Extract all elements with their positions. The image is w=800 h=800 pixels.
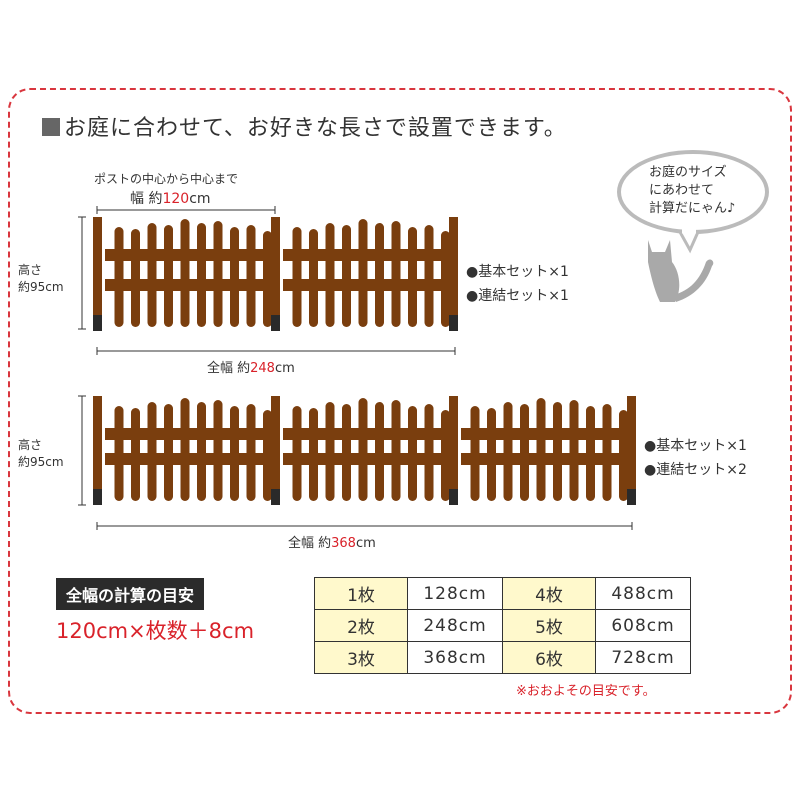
dashed-frame [8, 88, 792, 714]
post-base [449, 489, 458, 505]
fence-post [627, 396, 636, 491]
table-row: 3枚 368cm 6枚 728cm [314, 641, 691, 674]
fence-picket [375, 223, 384, 327]
table-row: 1枚 128cm 4枚 488cm [314, 577, 691, 610]
fence-picket [246, 404, 256, 501]
fence-picket [180, 398, 190, 501]
fence-picket [131, 408, 140, 501]
fence-post [93, 396, 102, 491]
fence-picket [470, 406, 480, 501]
fence-picket [147, 402, 157, 501]
fence-picket [358, 219, 368, 327]
fence-post [449, 396, 458, 491]
fence-picket [487, 408, 496, 501]
fence-picket [391, 221, 401, 327]
fence-post [271, 217, 280, 317]
fence-picket [164, 404, 173, 501]
count-cell: 5枚 [502, 609, 596, 642]
fence-picket [197, 402, 206, 501]
fence-picket [309, 229, 318, 327]
post-base [93, 315, 102, 331]
fence-picket [213, 400, 223, 501]
count-cell: 6枚 [502, 641, 596, 674]
width-cell: 248cm [407, 609, 503, 642]
fence-picket [358, 398, 368, 501]
table-row: 2枚 248cm 5枚 608cm [314, 609, 691, 642]
fence-post [449, 217, 458, 317]
fence-picket [292, 227, 302, 327]
fence-picket [503, 402, 513, 501]
fence-picket [230, 406, 239, 501]
total-width-label-1: 全幅 約248cm [207, 361, 295, 376]
fence-picket [375, 402, 384, 501]
post-base [449, 315, 458, 331]
approx-note: ※おおよその目安です。 [516, 684, 656, 699]
post-base [271, 489, 280, 505]
fence-picket [391, 400, 401, 501]
width-cell: 728cm [595, 641, 691, 674]
total-width-label-2: 全幅 約368cm [288, 536, 376, 551]
count-cell: 2枚 [314, 609, 408, 642]
title-text: お庭に合わせて、お好きな長さで設置できます。 [64, 116, 567, 141]
fence-picket [553, 402, 562, 501]
fence-picket [114, 406, 124, 501]
width-cell: 488cm [595, 577, 691, 610]
post-base [93, 489, 102, 505]
fence-picket [441, 410, 450, 501]
square-bullet-icon [42, 118, 60, 136]
fence-picket [114, 227, 124, 327]
fence-picket [441, 231, 450, 327]
page-title: お庭に合わせて、お好きな長さで設置できます。 [42, 110, 567, 142]
width-table: 1枚 128cm 4枚 488cm 2枚 248cm 5枚 608cm 3枚 368cm 6枚 728… [314, 577, 691, 674]
height-label-2: 高さ 約95cm [18, 438, 64, 469]
fence-picket [424, 225, 434, 327]
fence-picket [536, 398, 546, 501]
post-base [627, 489, 636, 505]
fence-picket [408, 227, 417, 327]
fence-picket [325, 402, 335, 501]
fence-picket [520, 404, 529, 501]
fence-picket [197, 223, 206, 327]
fence-post [271, 396, 280, 491]
fence-picket [408, 406, 417, 501]
calc-label: 全幅の計算の目安 [56, 578, 205, 610]
fence-picket [180, 219, 190, 327]
fence-post [93, 217, 102, 317]
fence-picket [586, 406, 595, 501]
fence-picket [424, 404, 434, 501]
count-cell: 1枚 [314, 577, 408, 610]
count-cell: 4枚 [502, 577, 596, 610]
fence-picket [164, 225, 173, 327]
width-cell: 608cm [595, 609, 691, 642]
fence-picket [325, 223, 335, 327]
height-label-1: 高さ 約95cm [18, 263, 64, 294]
fence-picket [230, 227, 239, 327]
panel-width-label: 幅 約120cm [130, 191, 211, 207]
calc-formula: 120cm×枚数＋8cm [56, 619, 255, 643]
fence-picket [263, 410, 272, 501]
width-cell: 128cm [407, 577, 503, 610]
fence-picket [292, 406, 302, 501]
count-cell: 3枚 [314, 641, 408, 674]
fence-picket [213, 221, 223, 327]
post-base [271, 315, 280, 331]
width-cell: 368cm [407, 641, 503, 674]
fence-picket [246, 225, 256, 327]
speech-bubble: お庭のサイズ にあわせて 計算だにゃん♪ [617, 150, 769, 234]
set-list-1: ●基本セット×1 ●連結セット×1 [466, 264, 569, 304]
fence-picket [263, 231, 272, 327]
fence-picket [619, 410, 628, 501]
fence-picket [309, 408, 318, 501]
fence-picket [569, 400, 579, 501]
fence-picket [342, 404, 351, 501]
fence-picket [342, 225, 351, 327]
fence-picket [147, 223, 157, 327]
fence-picket [602, 404, 612, 501]
fence-picket [131, 229, 140, 327]
set-list-2: ●基本セット×1 ●連結セット×2 [644, 438, 747, 478]
post-note: ポストの中心から中心まで [94, 172, 239, 186]
